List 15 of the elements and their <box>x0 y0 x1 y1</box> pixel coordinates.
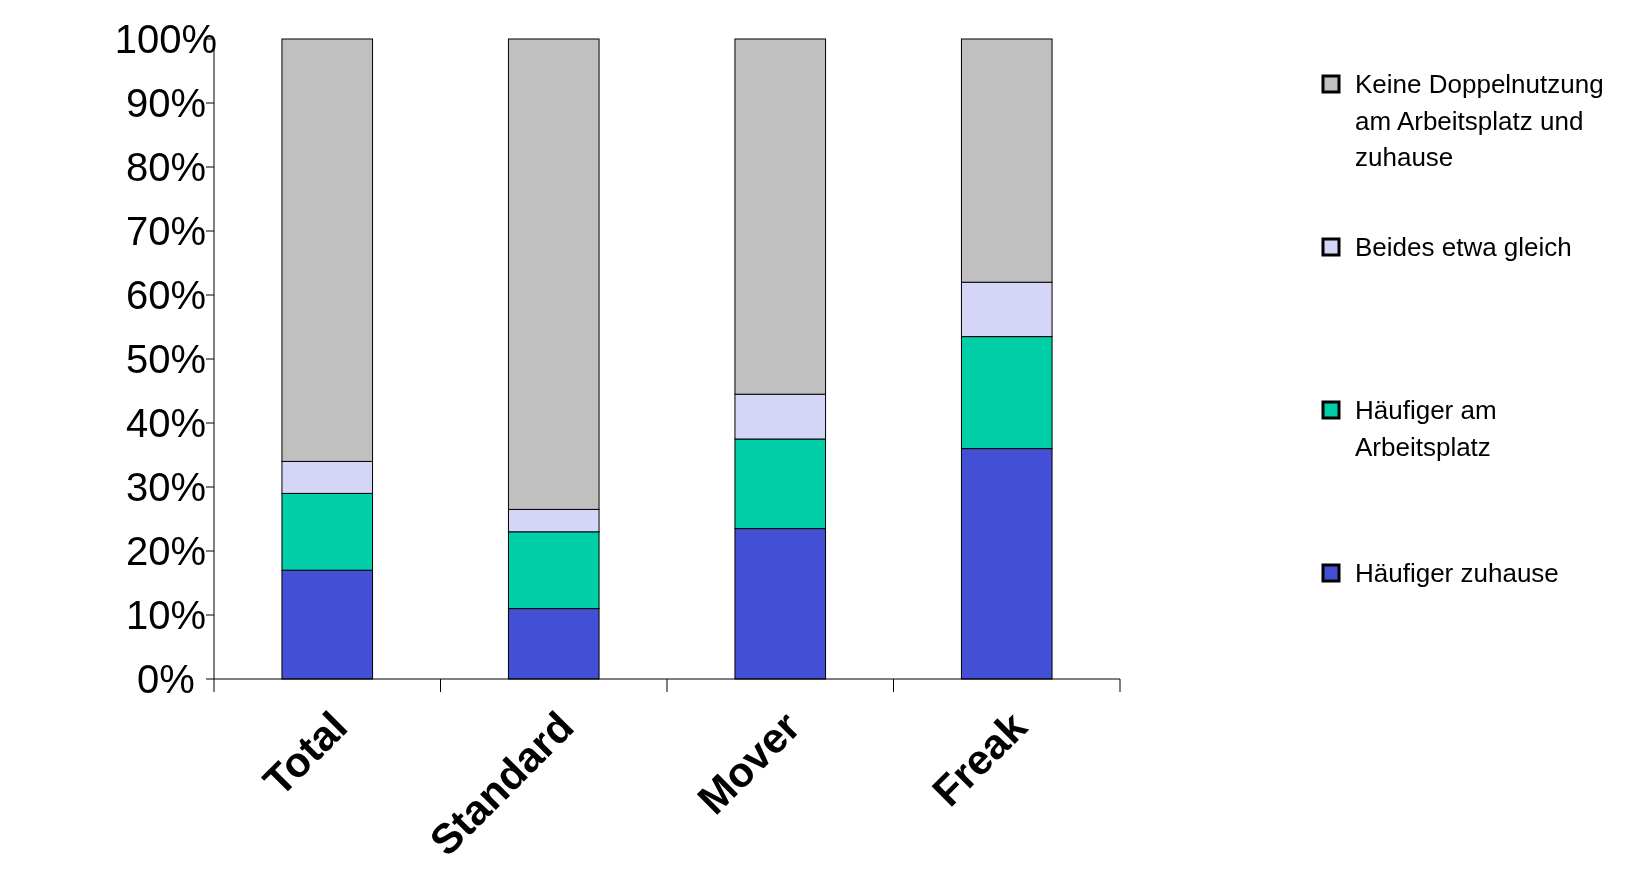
y-tick-label: 40% <box>125 401 207 445</box>
y-tick-label: 20% <box>125 529 207 573</box>
y-tick-label: 30% <box>125 465 207 509</box>
y-tick-label: 0% <box>137 657 195 701</box>
y-tick-label: 50% <box>125 337 207 381</box>
y-tick-label: 60% <box>125 273 207 317</box>
legend-label: Beides etwa gleich <box>1355 232 1572 263</box>
y-tick-label: 100% <box>114 17 218 61</box>
y-tick-label: 10% <box>125 593 207 637</box>
legend-label: Keine Doppelnutzung am Arbeitsplatz und zuhause <box>1355 69 1604 172</box>
legend-label: Häufiger am Arbeitsplatz <box>1355 395 1497 462</box>
y-tick-label: 90% <box>125 81 207 125</box>
legend-label: Häufiger zuhause <box>1355 558 1559 589</box>
y-tick-label: 80% <box>125 145 207 189</box>
y-tick-label: 70% <box>125 209 207 253</box>
